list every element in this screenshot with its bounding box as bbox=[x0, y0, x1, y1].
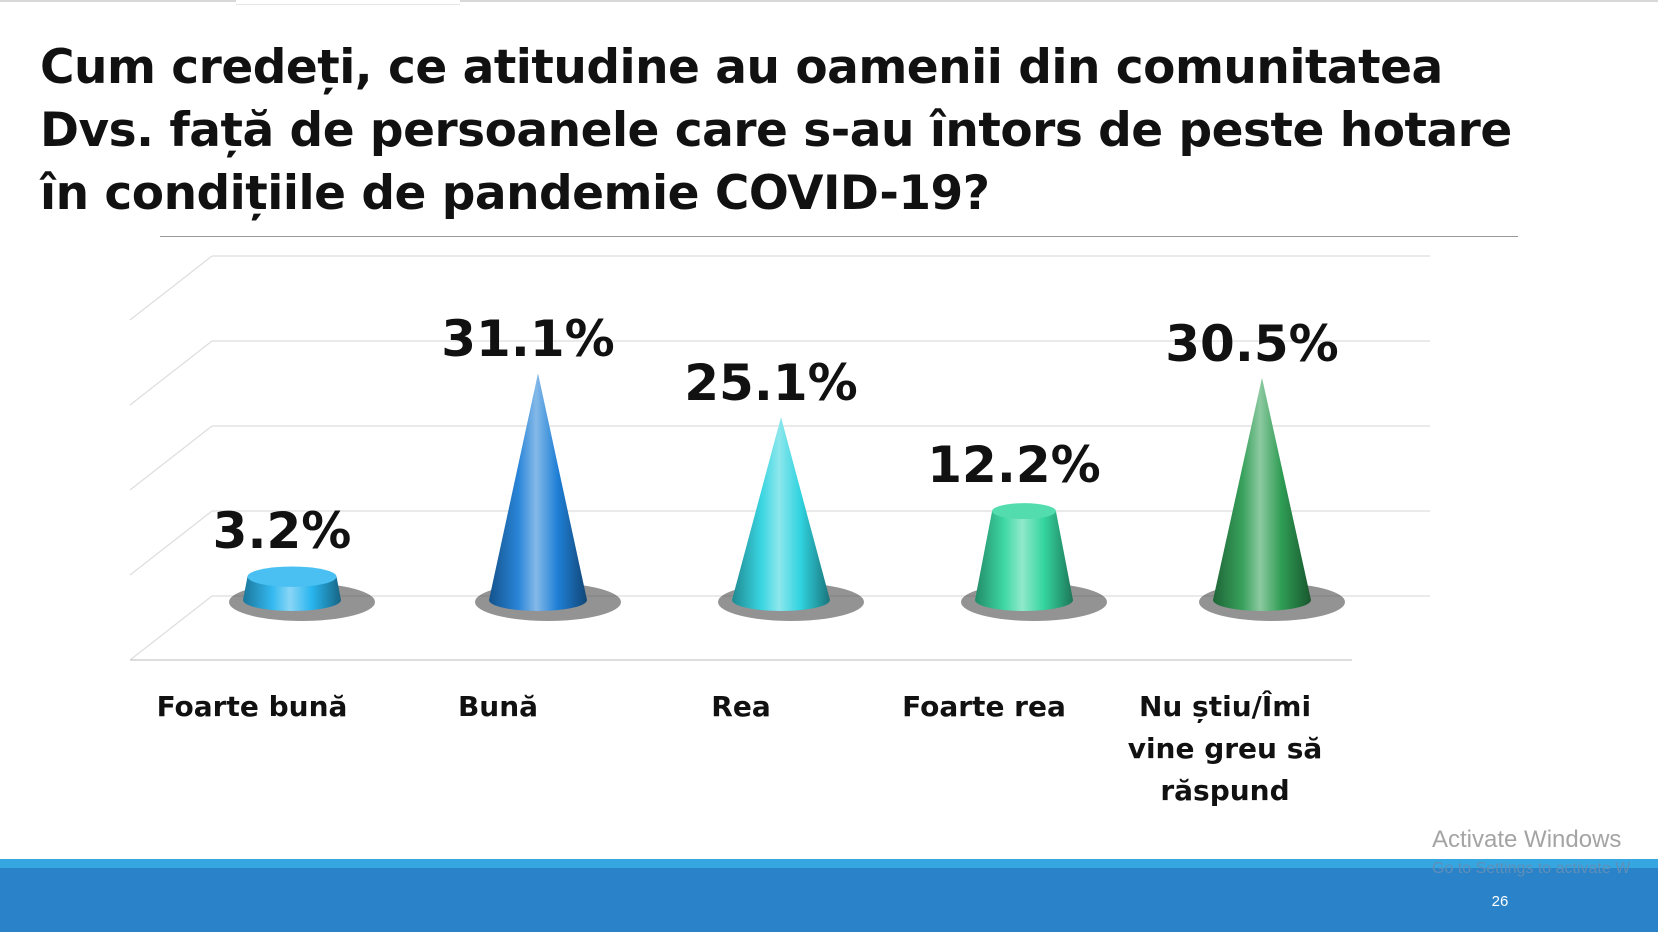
cone-bar bbox=[243, 576, 341, 611]
cone-bar bbox=[732, 417, 830, 611]
cone-bar bbox=[975, 511, 1073, 611]
category-label: Foarte bună bbox=[156, 690, 348, 723]
cone-top bbox=[992, 503, 1056, 520]
tab-notch bbox=[236, 0, 460, 5]
gridline-side bbox=[129, 595, 213, 661]
slide-title: Cum credeți, ce atitudine au oamenii din… bbox=[40, 40, 1512, 221]
title-divider bbox=[160, 236, 1518, 237]
data-label: 12.2% bbox=[927, 436, 1101, 495]
footer-stripe bbox=[0, 859, 1658, 869]
top-rule bbox=[0, 0, 1658, 2]
cone-bar bbox=[489, 373, 587, 611]
data-label: 31.1% bbox=[441, 310, 615, 369]
data-label: 3.2% bbox=[212, 501, 352, 560]
footer-bar bbox=[0, 868, 1658, 932]
gridline-side bbox=[129, 340, 213, 406]
activation-watermark-sub: Go to Settings to activate W bbox=[1432, 860, 1631, 877]
cone-top bbox=[247, 566, 337, 587]
gridline-side bbox=[129, 425, 213, 491]
cone-bar bbox=[1213, 377, 1311, 611]
data-label: 25.1% bbox=[684, 354, 858, 413]
category-label: Bună bbox=[457, 690, 539, 723]
gridline-side bbox=[129, 255, 213, 321]
chart-marks bbox=[229, 373, 1345, 621]
data-label: 30.5% bbox=[1165, 314, 1339, 373]
category-label: Nu știu/Îmi vine greu să răspund bbox=[1127, 690, 1323, 807]
category-label: Foarte rea bbox=[902, 690, 1066, 723]
category-label: Rea bbox=[711, 690, 771, 723]
activation-watermark: Activate Windows bbox=[1432, 826, 1622, 853]
page-number: 26 bbox=[1491, 893, 1509, 910]
gridline-side bbox=[129, 510, 213, 576]
